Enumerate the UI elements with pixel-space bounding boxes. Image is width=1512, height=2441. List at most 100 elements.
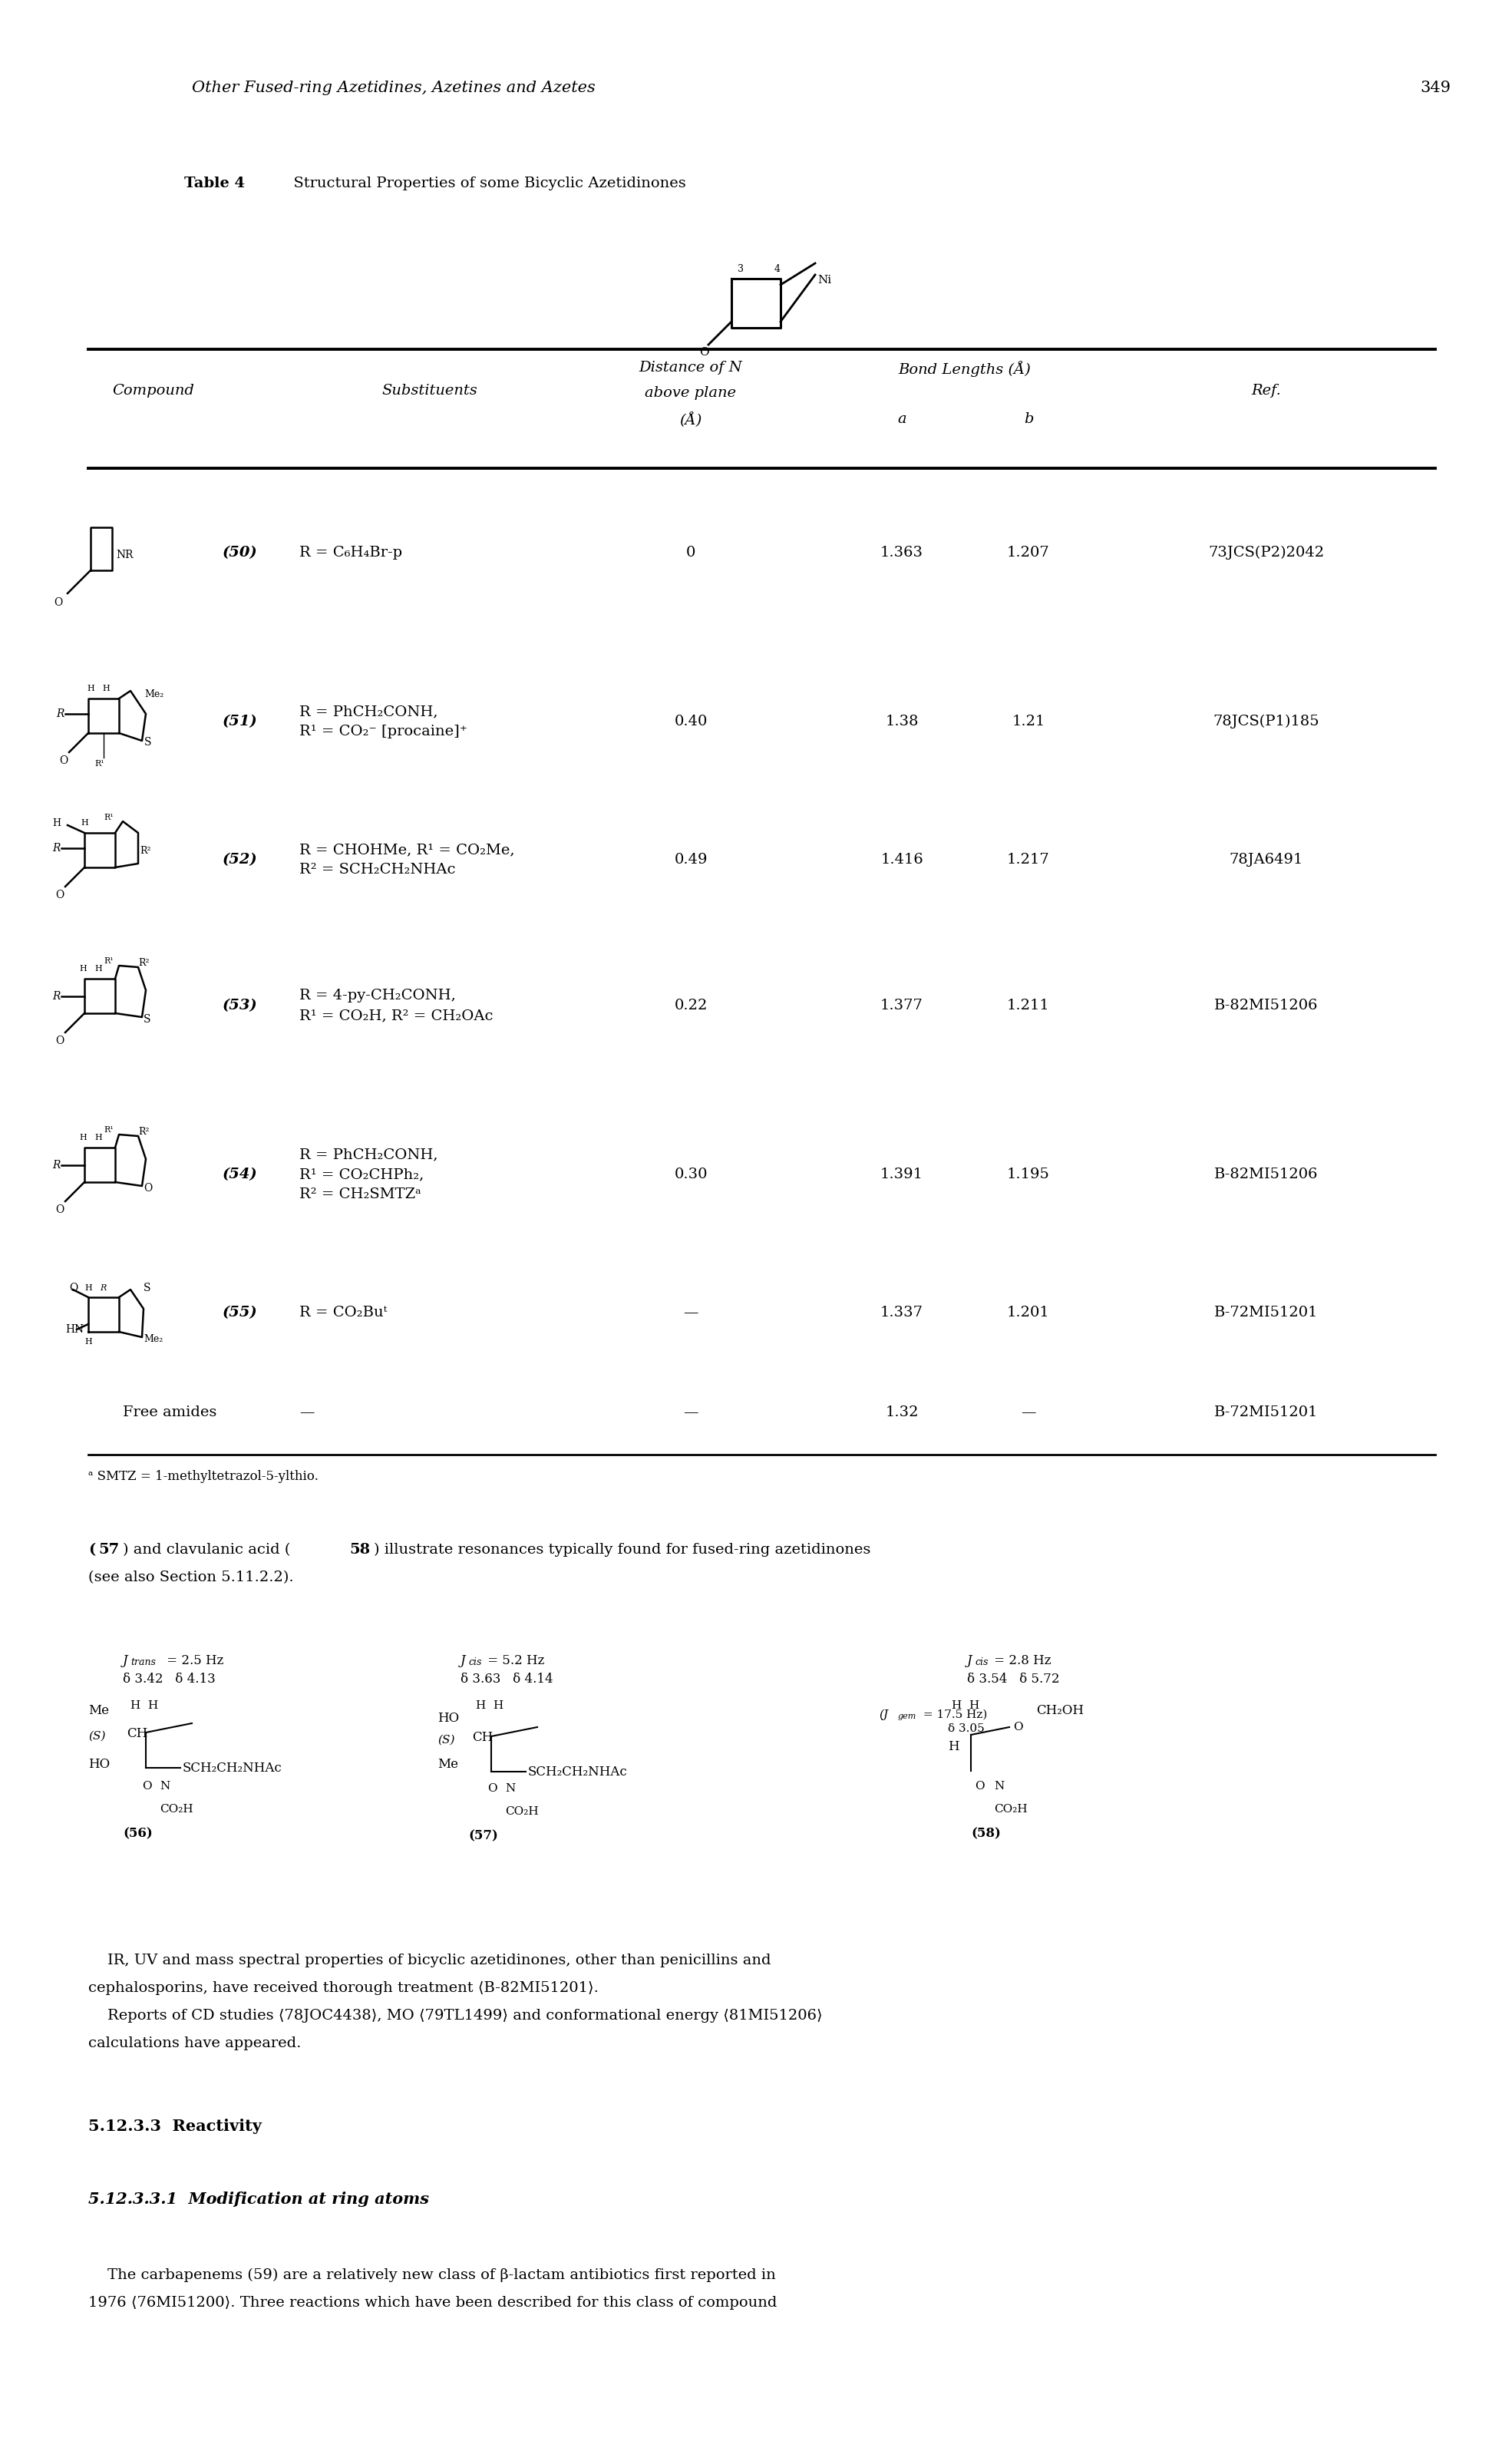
Text: 0.40: 0.40: [674, 715, 708, 727]
Text: B-72MI51201: B-72MI51201: [1214, 1406, 1318, 1418]
Text: cis: cis: [975, 1657, 987, 1667]
Text: B-82MI51206: B-82MI51206: [1214, 1167, 1318, 1181]
Text: cephalosporins, have received thorough treatment ⟨B-82MI51201⟩.: cephalosporins, have received thorough t…: [88, 1982, 599, 1994]
Text: Structural Properties of some Bicyclic Azetidinones: Structural Properties of some Bicyclic A…: [284, 176, 686, 190]
Text: R¹: R¹: [104, 1125, 113, 1133]
Text: B-72MI51201: B-72MI51201: [1214, 1306, 1318, 1321]
Text: (57): (57): [469, 1828, 499, 1843]
Text: O: O: [54, 598, 62, 608]
Text: R: R: [53, 991, 60, 1001]
Text: 1.32: 1.32: [885, 1406, 918, 1418]
Text: O: O: [144, 1184, 153, 1194]
Text: Substituents: Substituents: [383, 383, 478, 398]
Text: R = CHOHMe, R¹ = CO₂Me,: R = CHOHMe, R¹ = CO₂Me,: [299, 842, 514, 857]
Text: R²: R²: [138, 959, 150, 969]
Text: (54): (54): [222, 1167, 257, 1181]
Text: b: b: [1024, 413, 1033, 427]
Text: H  H: H H: [951, 1701, 980, 1711]
Text: 0.22: 0.22: [674, 998, 708, 1013]
Text: SCH₂CH₂NHAc: SCH₂CH₂NHAc: [183, 1762, 283, 1775]
Text: δ 3.54   δ 5.72: δ 3.54 δ 5.72: [968, 1672, 1060, 1687]
Text: (see also Section 5.11.2.2).: (see also Section 5.11.2.2).: [88, 1570, 293, 1584]
Text: H: H: [79, 1133, 86, 1142]
Text: = 5.2 Hz: = 5.2 Hz: [484, 1655, 544, 1667]
Text: Free amides: Free amides: [122, 1406, 216, 1418]
Text: 4: 4: [774, 264, 780, 273]
Text: Compound: Compound: [112, 383, 195, 398]
Text: R¹: R¹: [104, 957, 113, 964]
Text: 5.12.3.3  Reactivity: 5.12.3.3 Reactivity: [88, 2119, 262, 2133]
Text: O: O: [59, 754, 68, 766]
Text: Me₂: Me₂: [144, 1335, 163, 1345]
Text: H: H: [85, 1284, 92, 1291]
Text: R¹: R¹: [94, 759, 104, 766]
Text: cis: cis: [469, 1657, 481, 1667]
Text: ᵃ SMTZ = 1-methyltetrazol-5-ylthio.: ᵃ SMTZ = 1-methyltetrazol-5-ylthio.: [88, 1469, 319, 1484]
Text: 3: 3: [738, 264, 744, 273]
Text: O: O: [56, 889, 64, 901]
Text: SCH₂CH₂NHAc: SCH₂CH₂NHAc: [528, 1765, 627, 1779]
Text: Me: Me: [437, 1758, 458, 1770]
Text: H: H: [53, 818, 60, 827]
Text: The carbapenems (59) are a relatively new class of β-lactam antibiotics first re: The carbapenems (59) are a relatively ne…: [88, 2268, 776, 2282]
Text: R¹ = CO₂⁻ [procaine]⁺: R¹ = CO₂⁻ [procaine]⁺: [299, 725, 467, 740]
Text: 1.201: 1.201: [1007, 1306, 1049, 1321]
Text: CO₂H: CO₂H: [505, 1806, 538, 1816]
Text: (J: (J: [878, 1709, 888, 1721]
Text: H: H: [79, 964, 86, 972]
Text: O: O: [975, 1782, 984, 1792]
Text: 0.49: 0.49: [674, 852, 708, 867]
Text: CO₂H: CO₂H: [993, 1804, 1028, 1814]
Text: R = 4-py-CH₂CONH,: R = 4-py-CH₂CONH,: [299, 989, 455, 1003]
Text: H: H: [80, 820, 88, 827]
Text: S: S: [144, 1282, 151, 1294]
Text: O: O: [699, 347, 709, 359]
Text: trans: trans: [130, 1657, 156, 1667]
Text: 1.377: 1.377: [880, 998, 924, 1013]
Text: (Å): (Å): [679, 413, 702, 427]
Text: Reports of CD studies ⟨78JOC4438⟩, MO ⟨79TL1499⟩ and conformational energy ⟨81MI: Reports of CD studies ⟨78JOC4438⟩, MO ⟨7…: [88, 2009, 823, 2024]
Text: CH: CH: [127, 1728, 148, 1740]
Text: S: S: [144, 1013, 151, 1025]
Text: R: R: [100, 1284, 106, 1291]
Text: R¹ = CO₂H, R² = CH₂OAc: R¹ = CO₂H, R² = CH₂OAc: [299, 1008, 493, 1023]
Text: ) and clavulanic acid (: ) and clavulanic acid (: [122, 1543, 290, 1557]
Text: 1.217: 1.217: [1007, 852, 1049, 867]
Text: (50): (50): [222, 547, 257, 559]
Text: H  H: H H: [130, 1701, 159, 1711]
Text: CH: CH: [472, 1731, 493, 1743]
Text: δ 3.05: δ 3.05: [948, 1723, 984, 1733]
Text: R²: R²: [138, 1128, 150, 1138]
Text: (: (: [88, 1543, 95, 1557]
Text: —: —: [683, 1406, 699, 1418]
Text: 5.12.3.3.1  Modification at ring atoms: 5.12.3.3.1 Modification at ring atoms: [88, 2192, 429, 2207]
Text: J: J: [122, 1655, 129, 1667]
Text: CO₂H: CO₂H: [160, 1804, 194, 1814]
Text: = 2.5 Hz: = 2.5 Hz: [163, 1655, 224, 1667]
Text: 57: 57: [98, 1543, 119, 1557]
Text: R²: R²: [139, 845, 151, 854]
Text: Bond Lengths (Å): Bond Lengths (Å): [898, 361, 1031, 376]
Text: (S): (S): [88, 1731, 106, 1743]
Text: —: —: [683, 1306, 699, 1321]
Text: (56): (56): [124, 1826, 153, 1841]
Text: O: O: [70, 1282, 77, 1294]
Text: N: N: [160, 1782, 169, 1792]
Text: HO: HO: [437, 1711, 460, 1726]
Text: NR: NR: [116, 549, 133, 561]
Text: O: O: [142, 1782, 151, 1792]
Text: (53): (53): [222, 998, 257, 1013]
Text: 0: 0: [686, 547, 696, 559]
Text: δ 3.42   δ 4.13: δ 3.42 δ 4.13: [122, 1672, 216, 1687]
Text: Distance of N: Distance of N: [640, 361, 742, 373]
Text: —: —: [299, 1406, 314, 1418]
Text: 1.207: 1.207: [1007, 547, 1049, 559]
Text: a: a: [897, 413, 906, 427]
Text: H  H: H H: [476, 1701, 503, 1711]
Text: N: N: [505, 1784, 516, 1794]
Text: = 2.8 Hz: = 2.8 Hz: [990, 1655, 1051, 1667]
Text: calculations have appeared.: calculations have appeared.: [88, 2036, 301, 2050]
Text: Me₂: Me₂: [144, 691, 163, 701]
Text: IR, UV and mass spectral properties of bicyclic azetidinones, other than penicil: IR, UV and mass spectral properties of b…: [88, 1953, 771, 1967]
Text: Other Fused-ring Azetidines, Azetines and Azetes: Other Fused-ring Azetidines, Azetines an…: [192, 81, 596, 95]
